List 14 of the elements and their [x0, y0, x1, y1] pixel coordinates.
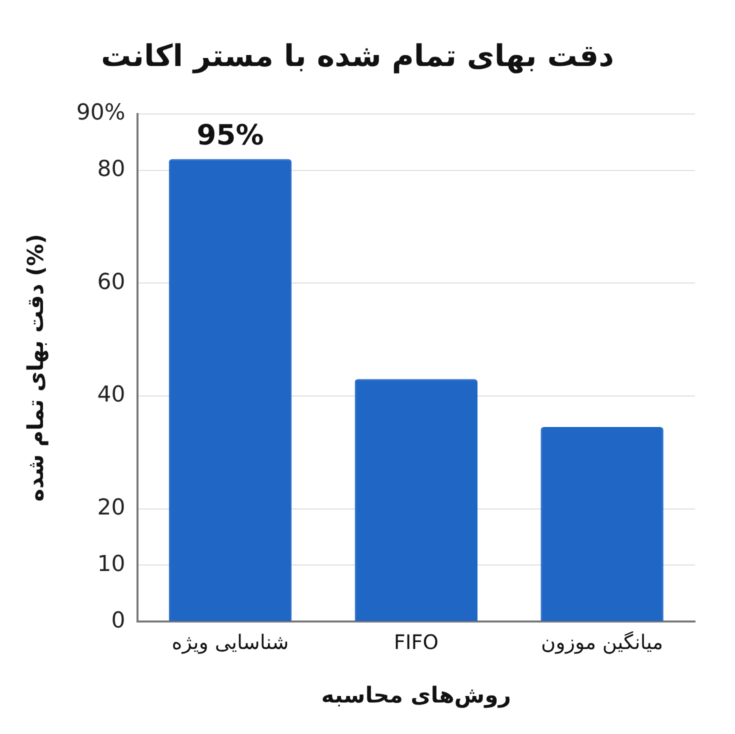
y-tick-label: 90% — [76, 100, 126, 126]
chart-title: دقت بهای تمام شده با مستر اکانت — [100, 38, 614, 74]
y-tick-label: 80 — [97, 157, 126, 182]
y-tick-label: 40 — [97, 382, 126, 408]
x-axis-title: روش‌های محاسبه — [321, 684, 512, 709]
y-tick-label: 20 — [97, 496, 126, 521]
x-tick-label: شناسایی ویژه — [172, 630, 289, 654]
y-axis-title: دقت بهای تمام شده (%) — [24, 234, 49, 502]
y-tick-label: 60 — [97, 270, 126, 295]
annotation: 95% — [196, 118, 264, 152]
x-tick-label: FIFO — [394, 630, 438, 654]
x-tick-label: میانگین موزون — [540, 630, 664, 654]
y-tick-label: 10 — [97, 552, 126, 577]
y-tick-label: 0 — [111, 608, 126, 634]
